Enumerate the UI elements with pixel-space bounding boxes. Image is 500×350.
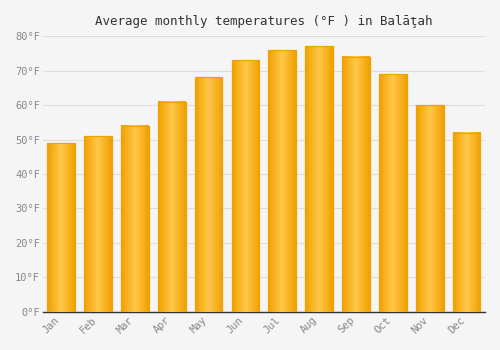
Bar — [158, 102, 186, 312]
Bar — [48, 143, 75, 312]
Bar — [416, 105, 444, 312]
Title: Average monthly temperatures (°F ) in Balāţah: Average monthly temperatures (°F ) in Ba… — [95, 15, 432, 28]
Bar — [306, 47, 333, 312]
Bar — [306, 47, 333, 312]
Bar — [48, 143, 75, 312]
Bar — [268, 50, 296, 312]
Bar — [121, 126, 148, 312]
Bar — [379, 74, 406, 312]
Bar — [121, 126, 148, 312]
Bar — [379, 74, 406, 312]
Bar — [342, 57, 370, 312]
Bar — [453, 133, 480, 312]
Bar — [232, 60, 260, 312]
Bar — [268, 50, 296, 312]
Bar — [232, 60, 260, 312]
Bar — [158, 102, 186, 312]
Bar — [453, 133, 480, 312]
Bar — [416, 105, 444, 312]
Bar — [195, 77, 222, 312]
Bar — [84, 136, 112, 312]
Bar — [195, 77, 222, 312]
Bar — [84, 136, 112, 312]
Bar — [342, 57, 370, 312]
